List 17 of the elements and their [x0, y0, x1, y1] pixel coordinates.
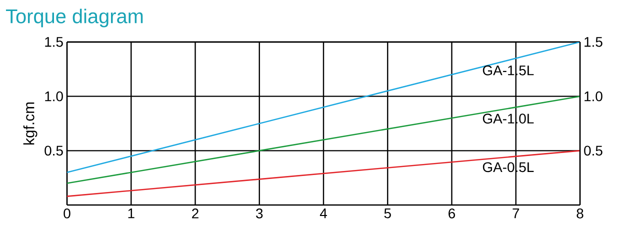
y-tick-label: 0.5	[44, 146, 63, 156]
x-tick-label: 3	[256, 208, 263, 218]
x-tick-label: 2	[192, 208, 198, 218]
y-tick-label: 1.5	[45, 37, 63, 47]
x-tick-label: 6	[448, 208, 456, 218]
x-tick-label: 4	[320, 208, 327, 218]
chart-title: Torque diagram	[6, 8, 143, 28]
x-tick-label: 1	[128, 208, 134, 218]
y-axis-title: kgf.cm	[23, 102, 38, 145]
x-tick-label: 5	[384, 208, 391, 218]
y2-tick-label: 1.5	[584, 37, 602, 47]
y2-tick-label: 1.0	[584, 91, 602, 102]
y-tick-label: 1.0	[45, 91, 63, 102]
y2-tick-label: 0.5	[584, 146, 602, 156]
x-tick-label: 7	[512, 208, 520, 218]
x-tick-label: 8	[576, 208, 584, 218]
x-tick-label: 0	[64, 208, 70, 218]
